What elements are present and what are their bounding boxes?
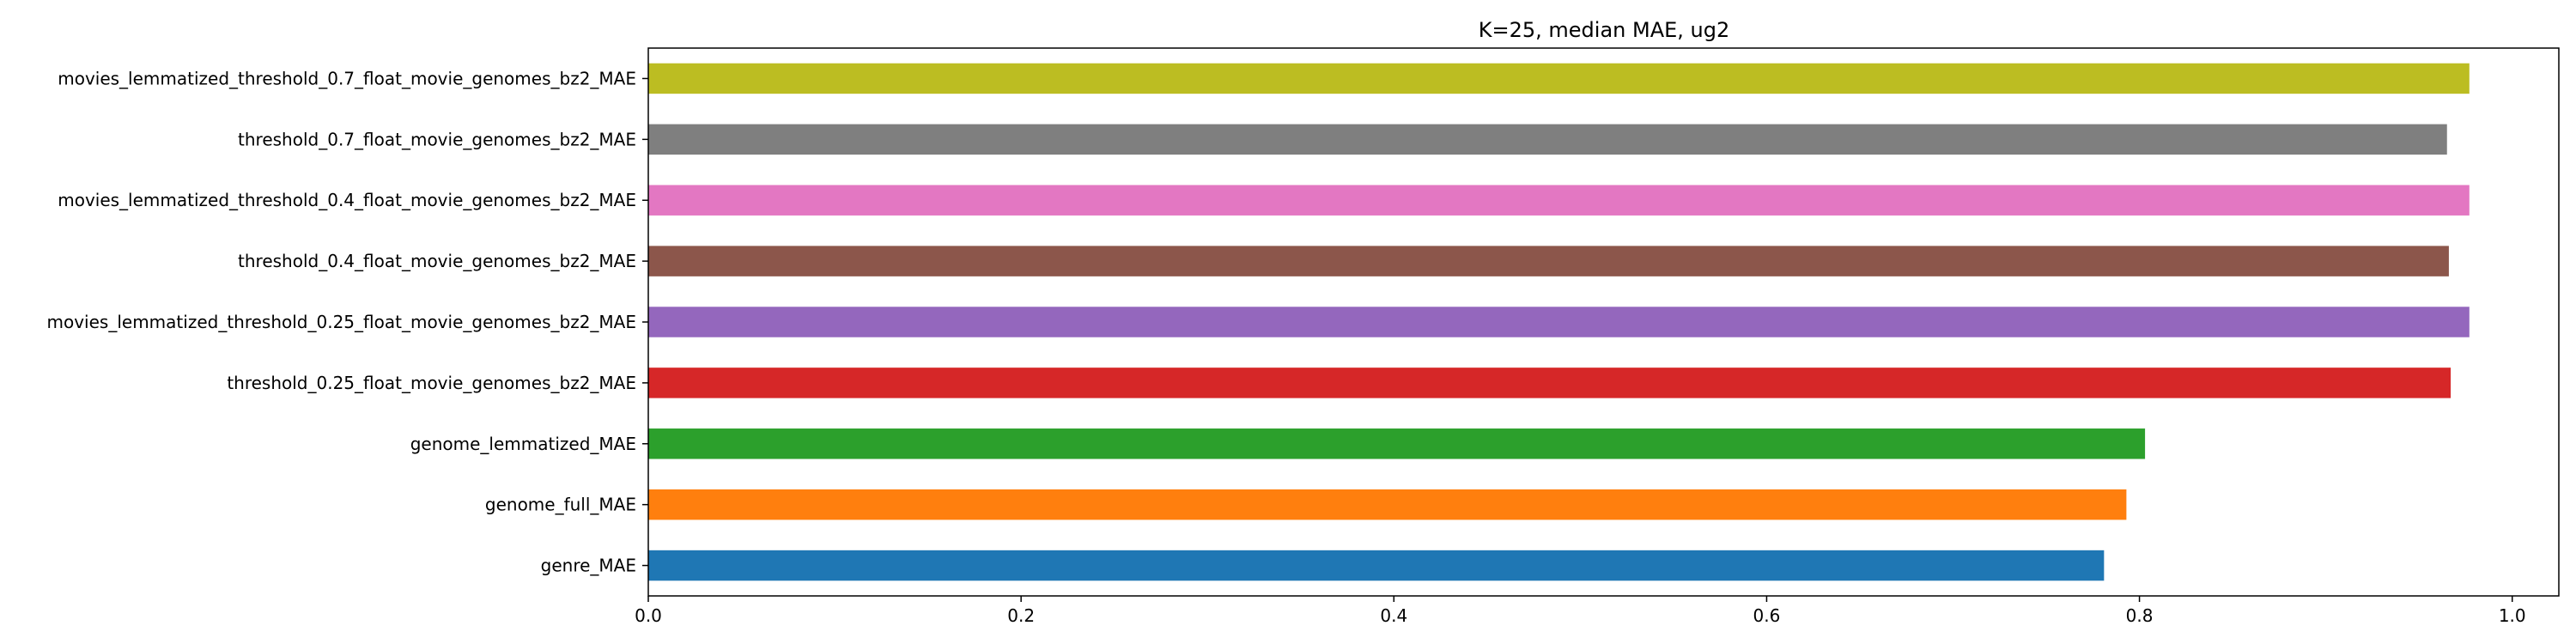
x-tick-label: 0.4 [1380, 605, 1407, 626]
bar-movies_lemmatized_threshold_0.25_float_movie_genomes_bz2_MAE [648, 307, 2470, 337]
y-tick-label: genome_lemmatized_MAE [410, 434, 636, 454]
x-tick-label: 0.2 [1007, 605, 1035, 626]
x-tick-label: 0.6 [1753, 605, 1781, 626]
bar-threshold_0.25_float_movie_genomes_bz2_MAE [648, 368, 2451, 398]
y-tick-label: threshold_0.7_float_movie_genomes_bz2_MA… [238, 129, 636, 149]
bar-movies_lemmatized_threshold_0.4_float_movie_genomes_bz2_MAE [648, 185, 2470, 216]
y-tick-label: movies_lemmatized_threshold_0.25_float_m… [47, 312, 637, 332]
y-tick-label: movies_lemmatized_threshold_0.7_float_mo… [58, 68, 636, 88]
bar-threshold_0.7_float_movie_genomes_bz2_MAE [648, 124, 2447, 155]
bar-threshold_0.4_float_movie_genomes_bz2_MAE [648, 246, 2449, 276]
x-tick-label: 0.8 [2126, 605, 2154, 626]
y-axis-ticks: genre_MAE genome_full_MAE genome_lemmatize… [47, 68, 648, 576]
bar-genome_full_MAE [648, 489, 2127, 520]
bar-movies_lemmatized_threshold_0.7_float_movie_genomes_bz2_MAE [648, 63, 2470, 94]
plot-frame [647, 47, 2560, 597]
y-tick-label: threshold_0.25_float_movie_genomes_bz2_M… [227, 373, 636, 393]
x-tick-label: 1.0 [2499, 605, 2526, 626]
bars-layer [648, 63, 2470, 581]
x-axis-ticks: 0.0 0.2 0.4 0.6 0.8 1.0 [635, 596, 2526, 626]
y-tick-label: movies_lemmatized_threshold_0.4_float_mo… [58, 190, 636, 210]
x-tick-label: 0.0 [635, 605, 662, 626]
y-tick-label: genome_full_MAE [485, 495, 636, 515]
bar-genome_lemmatized_MAE [648, 428, 2146, 459]
y-tick-label: threshold_0.4_float_movie_genomes_bz2_MA… [238, 251, 636, 271]
bar-genre_MAE [648, 550, 2105, 581]
y-tick-label: genre_MAE [541, 556, 636, 576]
chart-title: K=25, median MAE, ug2 [1479, 18, 1730, 42]
